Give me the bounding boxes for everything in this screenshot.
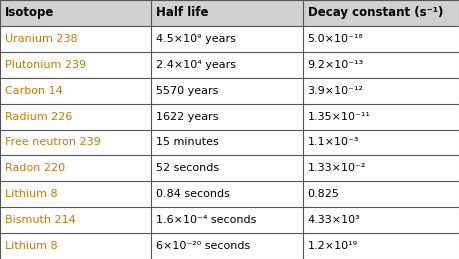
Text: 52 seconds: 52 seconds	[156, 163, 219, 173]
Text: 1.35×10⁻¹¹: 1.35×10⁻¹¹	[308, 112, 370, 121]
Text: Half life: Half life	[156, 6, 208, 19]
Text: 5.0×10⁻¹⁸: 5.0×10⁻¹⁸	[308, 34, 363, 44]
Text: Isotope: Isotope	[5, 6, 54, 19]
Text: 3.9×10⁻¹²: 3.9×10⁻¹²	[308, 86, 364, 96]
Text: 5570 years: 5570 years	[156, 86, 218, 96]
Text: 4.33×10³: 4.33×10³	[308, 215, 360, 225]
Text: Lithium 8: Lithium 8	[5, 189, 57, 199]
Text: Plutonium 239: Plutonium 239	[5, 60, 86, 70]
Text: 6×10⁻²⁰ seconds: 6×10⁻²⁰ seconds	[156, 241, 250, 251]
Text: Radium 226: Radium 226	[5, 112, 72, 121]
Text: Radon 220: Radon 220	[5, 163, 65, 173]
Text: Uranium 238: Uranium 238	[5, 34, 77, 44]
Text: Bismuth 214: Bismuth 214	[5, 215, 75, 225]
Text: 1.33×10⁻²: 1.33×10⁻²	[308, 163, 366, 173]
Text: 1.1×10⁻³: 1.1×10⁻³	[308, 138, 359, 147]
Text: 15 minutes: 15 minutes	[156, 138, 219, 147]
Text: Decay constant (s⁻¹): Decay constant (s⁻¹)	[308, 6, 443, 19]
Text: 1622 years: 1622 years	[156, 112, 218, 121]
Text: 1.2×10¹⁹: 1.2×10¹⁹	[308, 241, 358, 251]
Text: Lithium 8: Lithium 8	[5, 241, 57, 251]
Text: 4.5×10⁹ years: 4.5×10⁹ years	[156, 34, 236, 44]
Text: 1.6×10⁻⁴ seconds: 1.6×10⁻⁴ seconds	[156, 215, 257, 225]
Text: 0.825: 0.825	[308, 189, 339, 199]
Text: Free neutron 239: Free neutron 239	[5, 138, 101, 147]
Text: Carbon 14: Carbon 14	[5, 86, 62, 96]
Text: 9.2×10⁻¹³: 9.2×10⁻¹³	[308, 60, 364, 70]
Bar	[0, 0, 459, 26]
Text: 0.84 seconds: 0.84 seconds	[156, 189, 230, 199]
Text: 2.4×10⁴ years: 2.4×10⁴ years	[156, 60, 236, 70]
